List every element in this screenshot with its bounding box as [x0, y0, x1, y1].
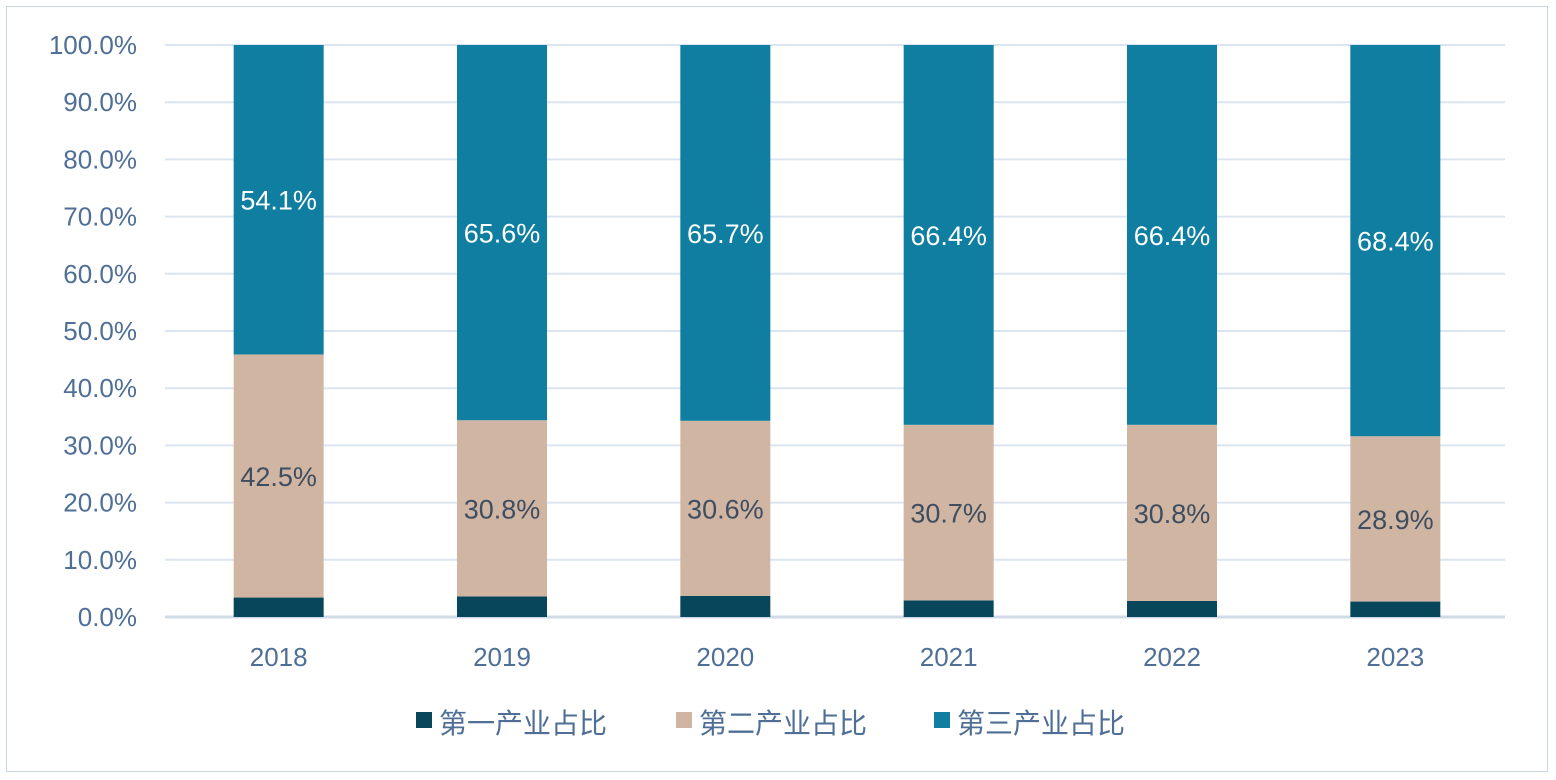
bar-segment-3: [1350, 45, 1441, 437]
data-label: 30.7%: [910, 499, 987, 529]
y-tick-label: 90.0%: [63, 87, 137, 117]
legend-swatch: [934, 712, 950, 728]
x-tick-label: 2019: [473, 642, 531, 672]
legend-label: 第三产业占比: [957, 707, 1125, 740]
x-tick-label: 2022: [1143, 642, 1201, 672]
bar-segment-1: [680, 595, 771, 617]
legend-label: 第二产业占比: [699, 707, 867, 740]
bar-segment-1: [1127, 600, 1217, 617]
x-tick-label: 2021: [920, 642, 978, 672]
bar-segment-1: [1350, 601, 1441, 617]
legend-label: 第一产业占比: [439, 707, 607, 740]
data-label: 65.7%: [687, 219, 764, 249]
bar-segment-1: [233, 597, 324, 617]
chart-frame: [6, 6, 1548, 772]
bar-segment-1: [457, 596, 547, 617]
x-tick-label: 2020: [696, 642, 754, 672]
data-label: 68.4%: [1357, 227, 1434, 257]
data-label: 54.1%: [240, 186, 317, 216]
y-tick-label: 20.0%: [63, 488, 137, 518]
data-label: 66.4%: [1134, 221, 1211, 251]
bar-segment-1: [903, 600, 994, 617]
data-label: 65.6%: [464, 219, 541, 249]
bar-segment-3: [233, 45, 324, 355]
bar-segment-3: [1127, 45, 1217, 425]
bar-segment-2: [233, 354, 324, 598]
bar-segment-2: [680, 420, 771, 596]
x-tick-label: 2023: [1366, 642, 1424, 672]
bar-segment-3: [457, 45, 547, 421]
y-tick-label: 70.0%: [63, 202, 137, 232]
y-tick-label: 80.0%: [63, 144, 137, 174]
data-label: 30.8%: [1134, 499, 1211, 529]
x-tick-label: 2018: [250, 642, 308, 672]
bar-segment-2: [1350, 436, 1441, 602]
legend-swatch: [416, 712, 432, 728]
y-tick-label: 50.0%: [63, 316, 137, 346]
y-tick-label: 40.0%: [63, 373, 137, 403]
y-tick-label: 10.0%: [63, 545, 137, 575]
y-tick-label: 0.0%: [78, 602, 137, 632]
data-label: 28.9%: [1357, 505, 1434, 535]
data-label: 30.8%: [464, 494, 541, 524]
bar-segment-2: [1127, 424, 1217, 601]
data-label: 30.6%: [687, 494, 764, 524]
y-tick-label: 30.0%: [63, 430, 137, 460]
data-label: 66.4%: [910, 221, 987, 251]
bar-segment-2: [903, 424, 994, 601]
bar-segment-2: [457, 420, 547, 597]
bar-segment-3: [903, 45, 994, 425]
y-tick-label: 60.0%: [63, 259, 137, 289]
y-tick-label: 100.0%: [49, 30, 137, 60]
bar-segment-3: [680, 45, 771, 421]
data-label: 42.5%: [240, 462, 317, 492]
legend-swatch: [676, 712, 692, 728]
